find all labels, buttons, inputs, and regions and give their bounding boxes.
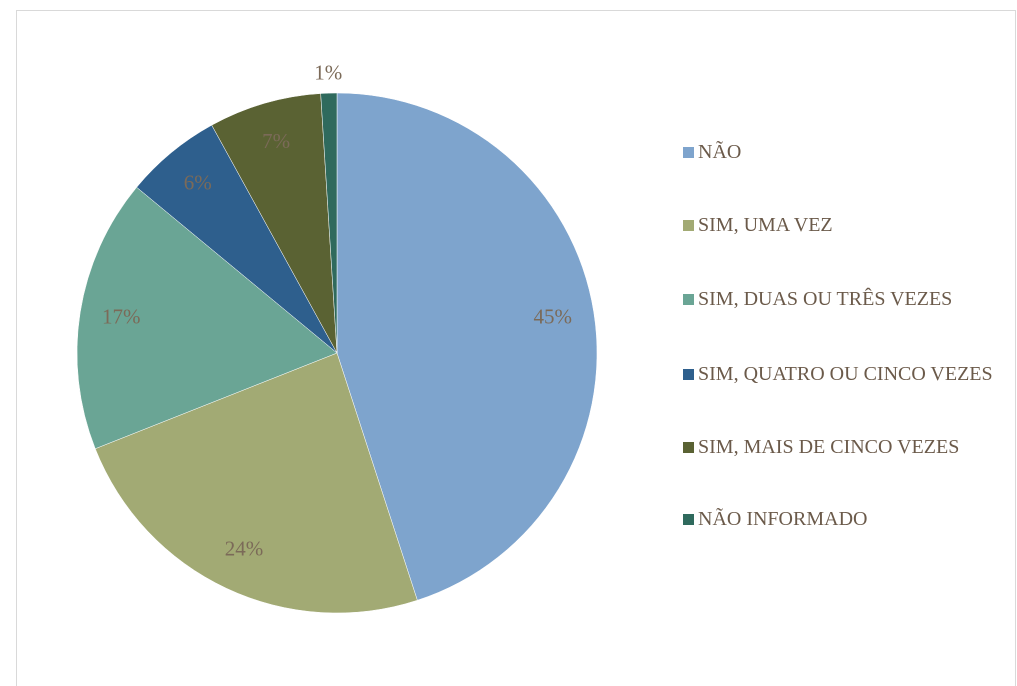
data-label: 24% bbox=[225, 536, 264, 560]
data-label: 6% bbox=[184, 171, 212, 195]
legend-item: SIM, QUATRO OU CINCO VEZES bbox=[680, 362, 993, 386]
legend-item: NÃO INFORMADO bbox=[680, 507, 867, 531]
pie-slice bbox=[94, 352, 418, 614]
legend-swatch bbox=[683, 369, 694, 380]
pie-slice bbox=[320, 92, 338, 354]
legend-swatch bbox=[683, 514, 694, 525]
legend-label: NÃO INFORMADO bbox=[698, 508, 868, 530]
legend-item: SIM, DUAS OU TRÊS VEZES bbox=[680, 287, 952, 311]
data-label: 17% bbox=[102, 305, 141, 329]
legend-label: SIM, DUAS OU TRÊS VEZES bbox=[698, 288, 953, 310]
legend-swatch bbox=[683, 220, 694, 231]
legend-item: NÃO bbox=[680, 140, 741, 164]
legend-swatch bbox=[683, 147, 694, 158]
pie-slice bbox=[211, 93, 338, 354]
legend-swatch bbox=[683, 294, 694, 305]
legend-item: SIM, UMA VEZ bbox=[680, 213, 833, 237]
legend-item: SIM, MAIS DE CINCO VEZES bbox=[680, 435, 959, 459]
legend-label: SIM, UMA VEZ bbox=[698, 214, 833, 236]
legend-label: NÃO bbox=[698, 141, 742, 163]
data-label: 45% bbox=[533, 305, 572, 329]
legend-swatch bbox=[683, 442, 694, 453]
chart-frame bbox=[16, 10, 1016, 686]
legend-label: SIM, MAIS DE CINCO VEZES bbox=[698, 436, 960, 458]
pie-slice bbox=[336, 92, 598, 601]
data-label: 1% bbox=[314, 61, 342, 85]
pie-slice bbox=[76, 186, 338, 450]
legend-label: SIM, QUATRO OU CINCO VEZES bbox=[698, 363, 993, 385]
data-label: 7% bbox=[262, 129, 290, 153]
